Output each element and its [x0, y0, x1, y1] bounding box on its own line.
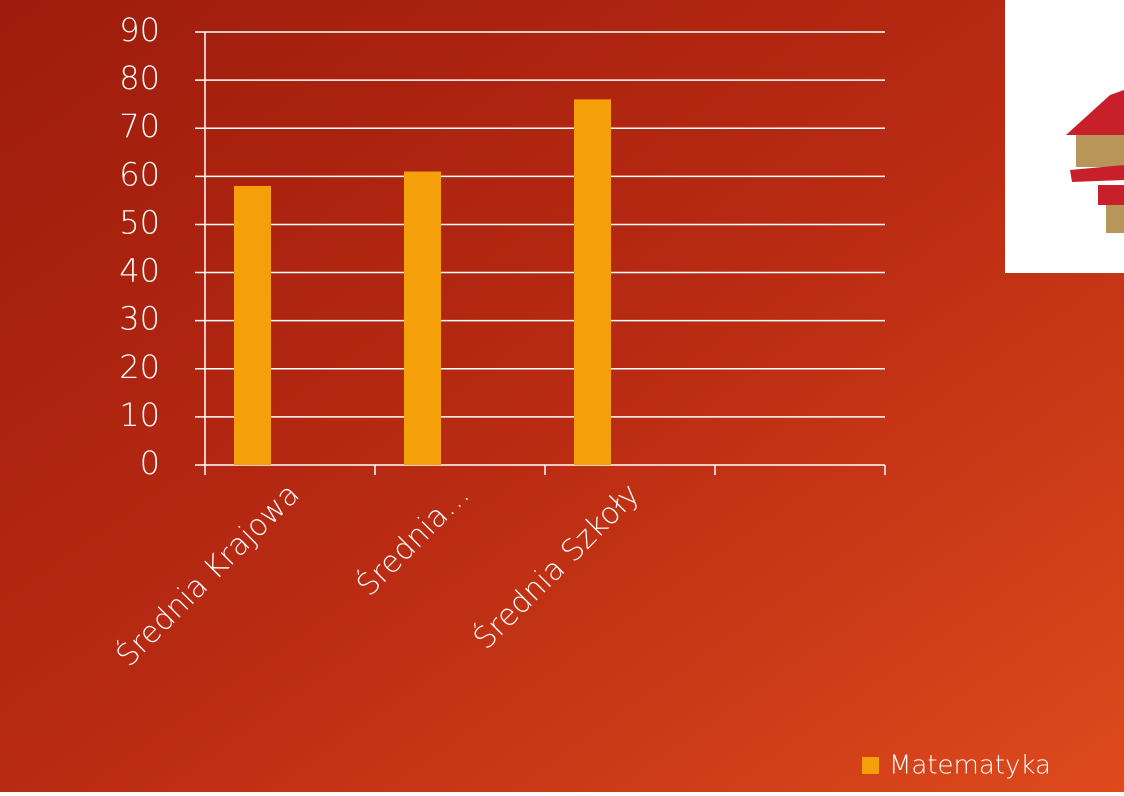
y-tick-label: 20 — [119, 348, 160, 386]
y-tick-label: 80 — [119, 59, 160, 97]
y-tick-label: 0 — [140, 444, 160, 482]
y-tick-label: 60 — [119, 155, 160, 193]
books-picture — [1005, 0, 1124, 273]
legend-label: Matematyka — [889, 751, 1051, 781]
y-tick-label: 50 — [119, 203, 160, 241]
bar — [234, 185, 271, 465]
y-tick-label: 70 — [119, 107, 160, 145]
y-tick-label: 30 — [119, 300, 160, 338]
bar — [404, 171, 441, 465]
y-tick-label: 40 — [119, 252, 160, 290]
y-tick-label: 10 — [119, 396, 160, 434]
bar — [574, 99, 611, 465]
legend-swatch — [862, 757, 879, 774]
y-tick-label: 90 — [119, 11, 160, 49]
